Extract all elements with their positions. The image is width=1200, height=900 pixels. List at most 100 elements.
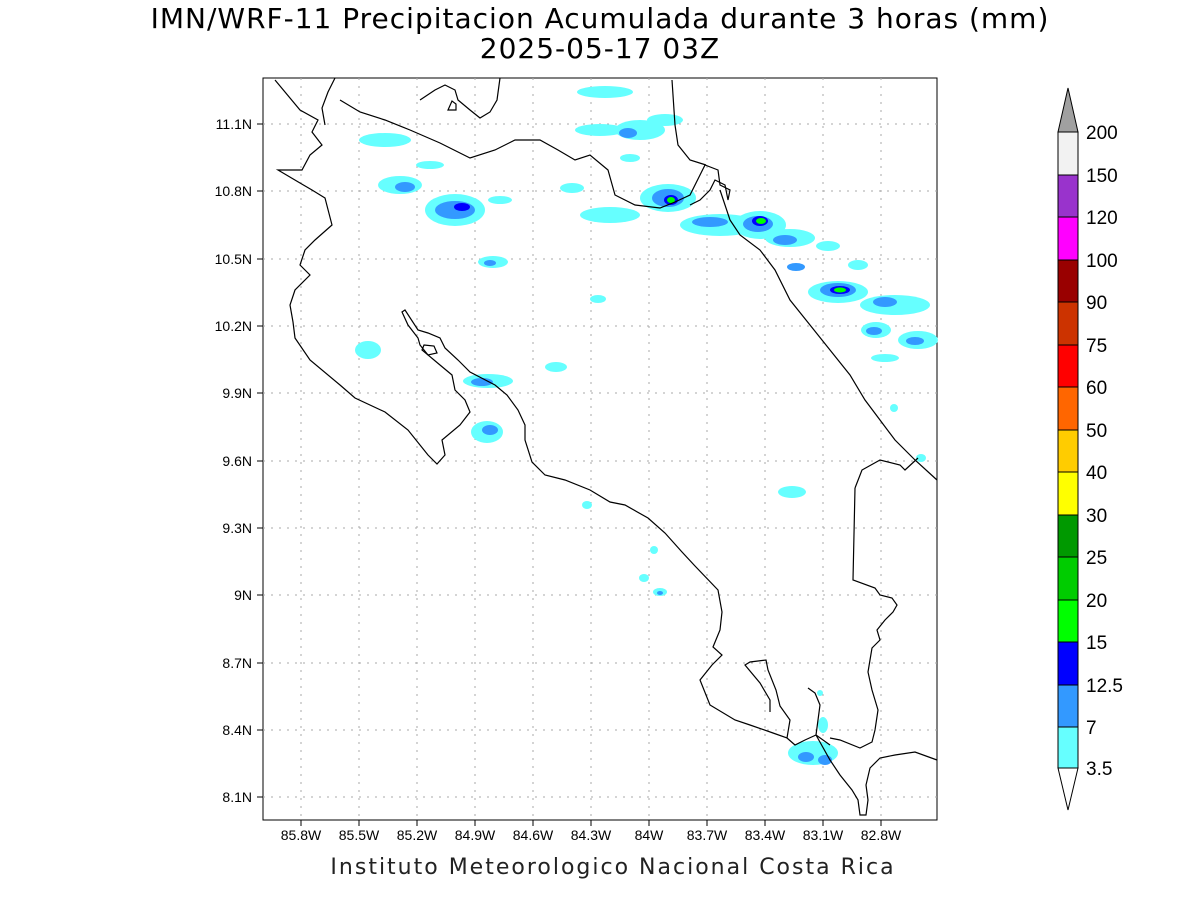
- precip-cell: [866, 327, 882, 335]
- colorbar-swatch: [1057, 301, 1079, 346]
- colorbar-label: 90: [1086, 293, 1107, 314]
- latitude-axis: 11.1N 10.8N 10.5N 10.2N 9.9N 9.6N 9.3N 9…: [215, 116, 263, 805]
- lon-label: 85.2W: [397, 827, 438, 843]
- precip-cell: [778, 486, 806, 498]
- lat-label: 10.5N: [215, 251, 252, 267]
- lat-label: 8.1N: [222, 789, 252, 805]
- lat-label: 10.8N: [215, 183, 252, 199]
- lat-label: 9.9N: [222, 385, 252, 401]
- precip-cell: [916, 454, 926, 462]
- precip-cell: [818, 717, 828, 733]
- precip-cell: [484, 260, 496, 266]
- precip-cell: [657, 591, 663, 595]
- precip-cell: [647, 114, 683, 126]
- colorbar-swatch: [1057, 641, 1079, 686]
- map-title: IMN/WRF-11 Precipitacion Acumulada duran…: [150, 2, 1050, 35]
- colorbar-swatch: [1057, 556, 1079, 601]
- map-datetime: 2025-05-17 03Z: [479, 32, 721, 65]
- colorbar-label: 40: [1086, 463, 1107, 484]
- precip-cell: [582, 501, 592, 509]
- colorbar-bottom-arrow: [1057, 767, 1079, 811]
- precip-cell: [471, 378, 493, 386]
- colorbar-label: 12.5: [1086, 676, 1123, 697]
- precip-cell: [580, 207, 640, 223]
- footer-credit: Instituto Meteorologico Nacional Costa R…: [330, 855, 896, 880]
- precip-cell: [488, 196, 512, 204]
- precip-cell: [773, 235, 797, 245]
- lat-label: 11.1N: [216, 116, 252, 132]
- colorbar-label: 120: [1086, 208, 1118, 229]
- lon-label: 83.1W: [803, 827, 844, 843]
- precip-cell: [906, 337, 924, 345]
- colorbar-swatch: [1057, 174, 1079, 218]
- precip-cell: [756, 218, 766, 224]
- precip-cell: [692, 217, 728, 227]
- colorbar-label: 200: [1086, 123, 1118, 144]
- precip-cell: [395, 182, 415, 192]
- precip-cell: [435, 201, 475, 219]
- colorbar-label: 150: [1086, 166, 1118, 187]
- lat-label: 9.6N: [222, 453, 252, 469]
- precip-cell: [848, 260, 868, 270]
- map-frame: [262, 77, 938, 821]
- lon-label: 83.7W: [687, 827, 728, 843]
- precip-cell: [860, 295, 930, 315]
- colorbar-swatch: [1057, 216, 1079, 261]
- precip-cell: [834, 287, 846, 293]
- lon-label: 85.8W: [281, 827, 322, 843]
- precip-cell: [590, 295, 606, 303]
- lat-label: 8.7N: [222, 655, 252, 671]
- precip-cell: [454, 203, 470, 211]
- precip-cell: [890, 404, 898, 412]
- precip-cell: [359, 133, 411, 147]
- precip-cell: [575, 124, 625, 136]
- precip-cell: [560, 183, 584, 193]
- colorbar-swatch: [1057, 429, 1079, 473]
- precip-cell: [355, 341, 381, 359]
- colorbar-swatch: [1057, 684, 1079, 728]
- coastlines: [274, 77, 938, 816]
- precip-cell: [619, 128, 637, 138]
- lon-label: 84.3W: [571, 827, 612, 843]
- lat-label: 8.4N: [222, 722, 252, 738]
- colorbar-swatch: [1057, 386, 1079, 431]
- precip-cell: [416, 161, 444, 169]
- colorbar-swatch: [1057, 131, 1079, 176]
- colorbar-label: 25: [1086, 548, 1107, 569]
- lat-label: 9N: [234, 587, 252, 603]
- precip-cell: [650, 546, 658, 554]
- lon-label: 82.8W: [861, 827, 902, 843]
- precip-cell: [545, 362, 567, 372]
- precip-cell: [798, 752, 814, 762]
- precip-cell: [816, 241, 840, 251]
- colorbar-label: 100: [1086, 251, 1118, 272]
- lon-label: 84.9W: [455, 827, 496, 843]
- lat-label: 9.3N: [222, 520, 252, 536]
- colorbar-label: 30: [1086, 506, 1107, 527]
- colorbar-swatch: [1057, 514, 1079, 558]
- colorbar: 200 150 120 100 90 75 60 50 40 30 25 20 …: [1057, 87, 1123, 811]
- colorbar-label: 60: [1086, 378, 1107, 399]
- colorbar-swatch: [1057, 599, 1079, 643]
- longitude-axis: 85.8W 85.5W 85.2W 84.9W 84.6W 84.3W 84W …: [281, 820, 902, 843]
- colorbar-label: 3.5: [1086, 759, 1112, 780]
- colorbar-label: 20: [1086, 591, 1107, 612]
- colorbar-label: 7: [1086, 718, 1097, 739]
- precip-cell: [620, 154, 640, 162]
- precip-cell: [871, 354, 899, 362]
- colorbar-swatch: [1057, 726, 1079, 769]
- colorbar-swatch: [1057, 259, 1079, 303]
- precip-cell: [787, 263, 805, 271]
- colorbar-label: 75: [1086, 336, 1107, 357]
- colorbar-swatch: [1057, 471, 1079, 516]
- lon-label: 85.5W: [339, 827, 380, 843]
- lon-label: 84.6W: [513, 827, 554, 843]
- precip-cell: [873, 297, 897, 307]
- colorbar-swatch: [1057, 344, 1079, 388]
- precip-cell: [817, 690, 823, 696]
- map-grid: [263, 78, 937, 820]
- precip-cell: [482, 425, 498, 435]
- lat-label: 10.2N: [215, 318, 252, 334]
- precip-cell: [667, 197, 675, 203]
